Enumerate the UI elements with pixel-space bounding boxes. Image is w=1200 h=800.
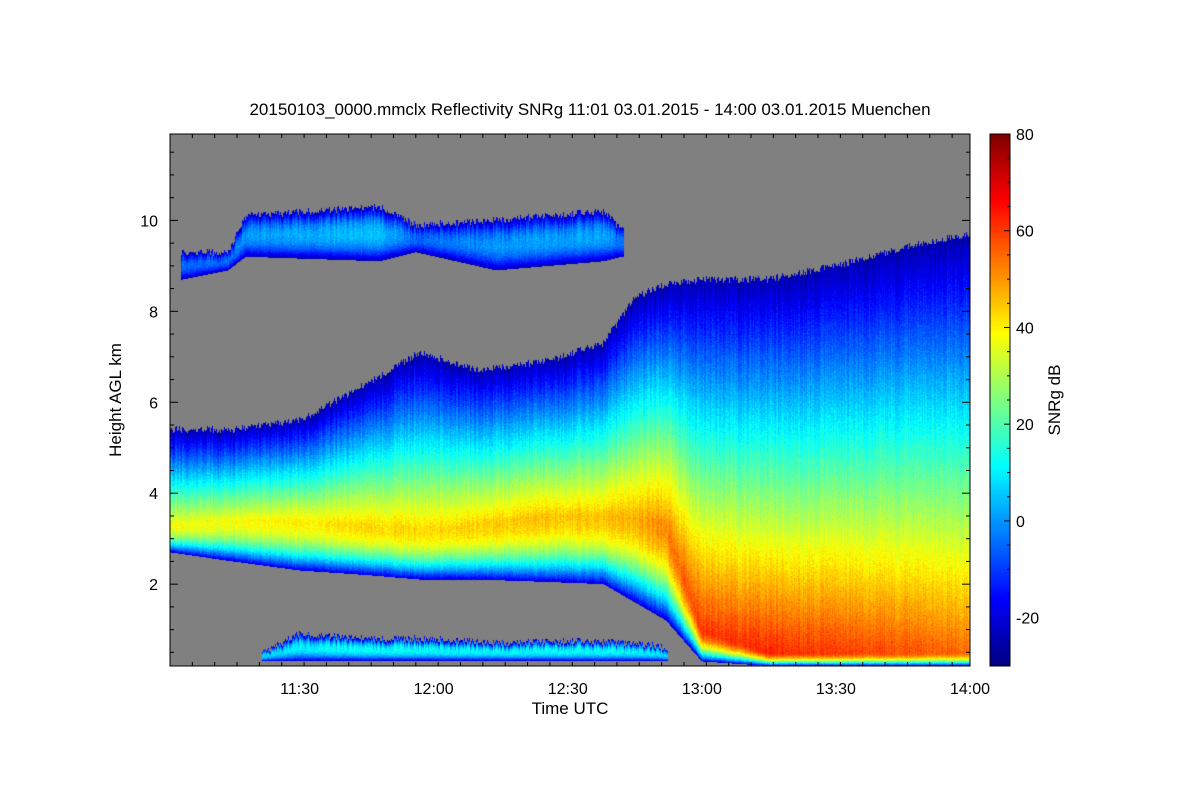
x-axis: 11:30 12:00 12:30 13:00 13:30 14:00 [169,134,990,698]
colorbar-tick-label: 20 [1016,417,1034,434]
colorbar-ticks: -20 0 20 40 60 80 [1004,127,1039,667]
y-axis: 2 4 6 8 10 [140,151,970,653]
heatmap-raster [170,134,970,666]
colorbar-gradient [990,134,1010,666]
y-axis-label: Height AGL km [106,343,125,457]
x-tick-label: 14:00 [950,681,990,698]
chart-title: 20150103_0000.mmclx Reflectivity SNRg 11… [249,100,930,119]
x-tick-label: 12:00 [414,681,454,698]
x-tick-label: 13:00 [682,681,722,698]
y-tick-label: 4 [149,486,158,503]
colorbar-gradient-container [990,134,1010,666]
colorbar-tick-label: -20 [1016,611,1039,628]
x-axis-label: Time UTC [532,699,609,718]
colorbar-tick-label: 60 [1016,224,1034,241]
x-tick-label: 13:30 [816,681,856,698]
x-tick-label: 11:30 [280,681,319,698]
colorbar-tick-label: 0 [1016,514,1025,531]
y-tick-label: 2 [149,577,158,594]
colorbar-tick-label: 40 [1016,320,1034,337]
y-tick-label: 6 [149,395,158,412]
colorbar: -20 0 20 40 60 80 [989,127,1039,667]
y-tick-label: 8 [149,304,158,321]
plot-area [169,133,971,667]
plot-frame [169,133,971,667]
y-tick-label: 10 [140,213,158,230]
x-tick-label: 12:30 [548,681,588,698]
colorbar-label: SNRg dB [1045,365,1064,436]
heatmap-raster-container [170,134,970,666]
colorbar-tick-label: 80 [1016,127,1034,144]
